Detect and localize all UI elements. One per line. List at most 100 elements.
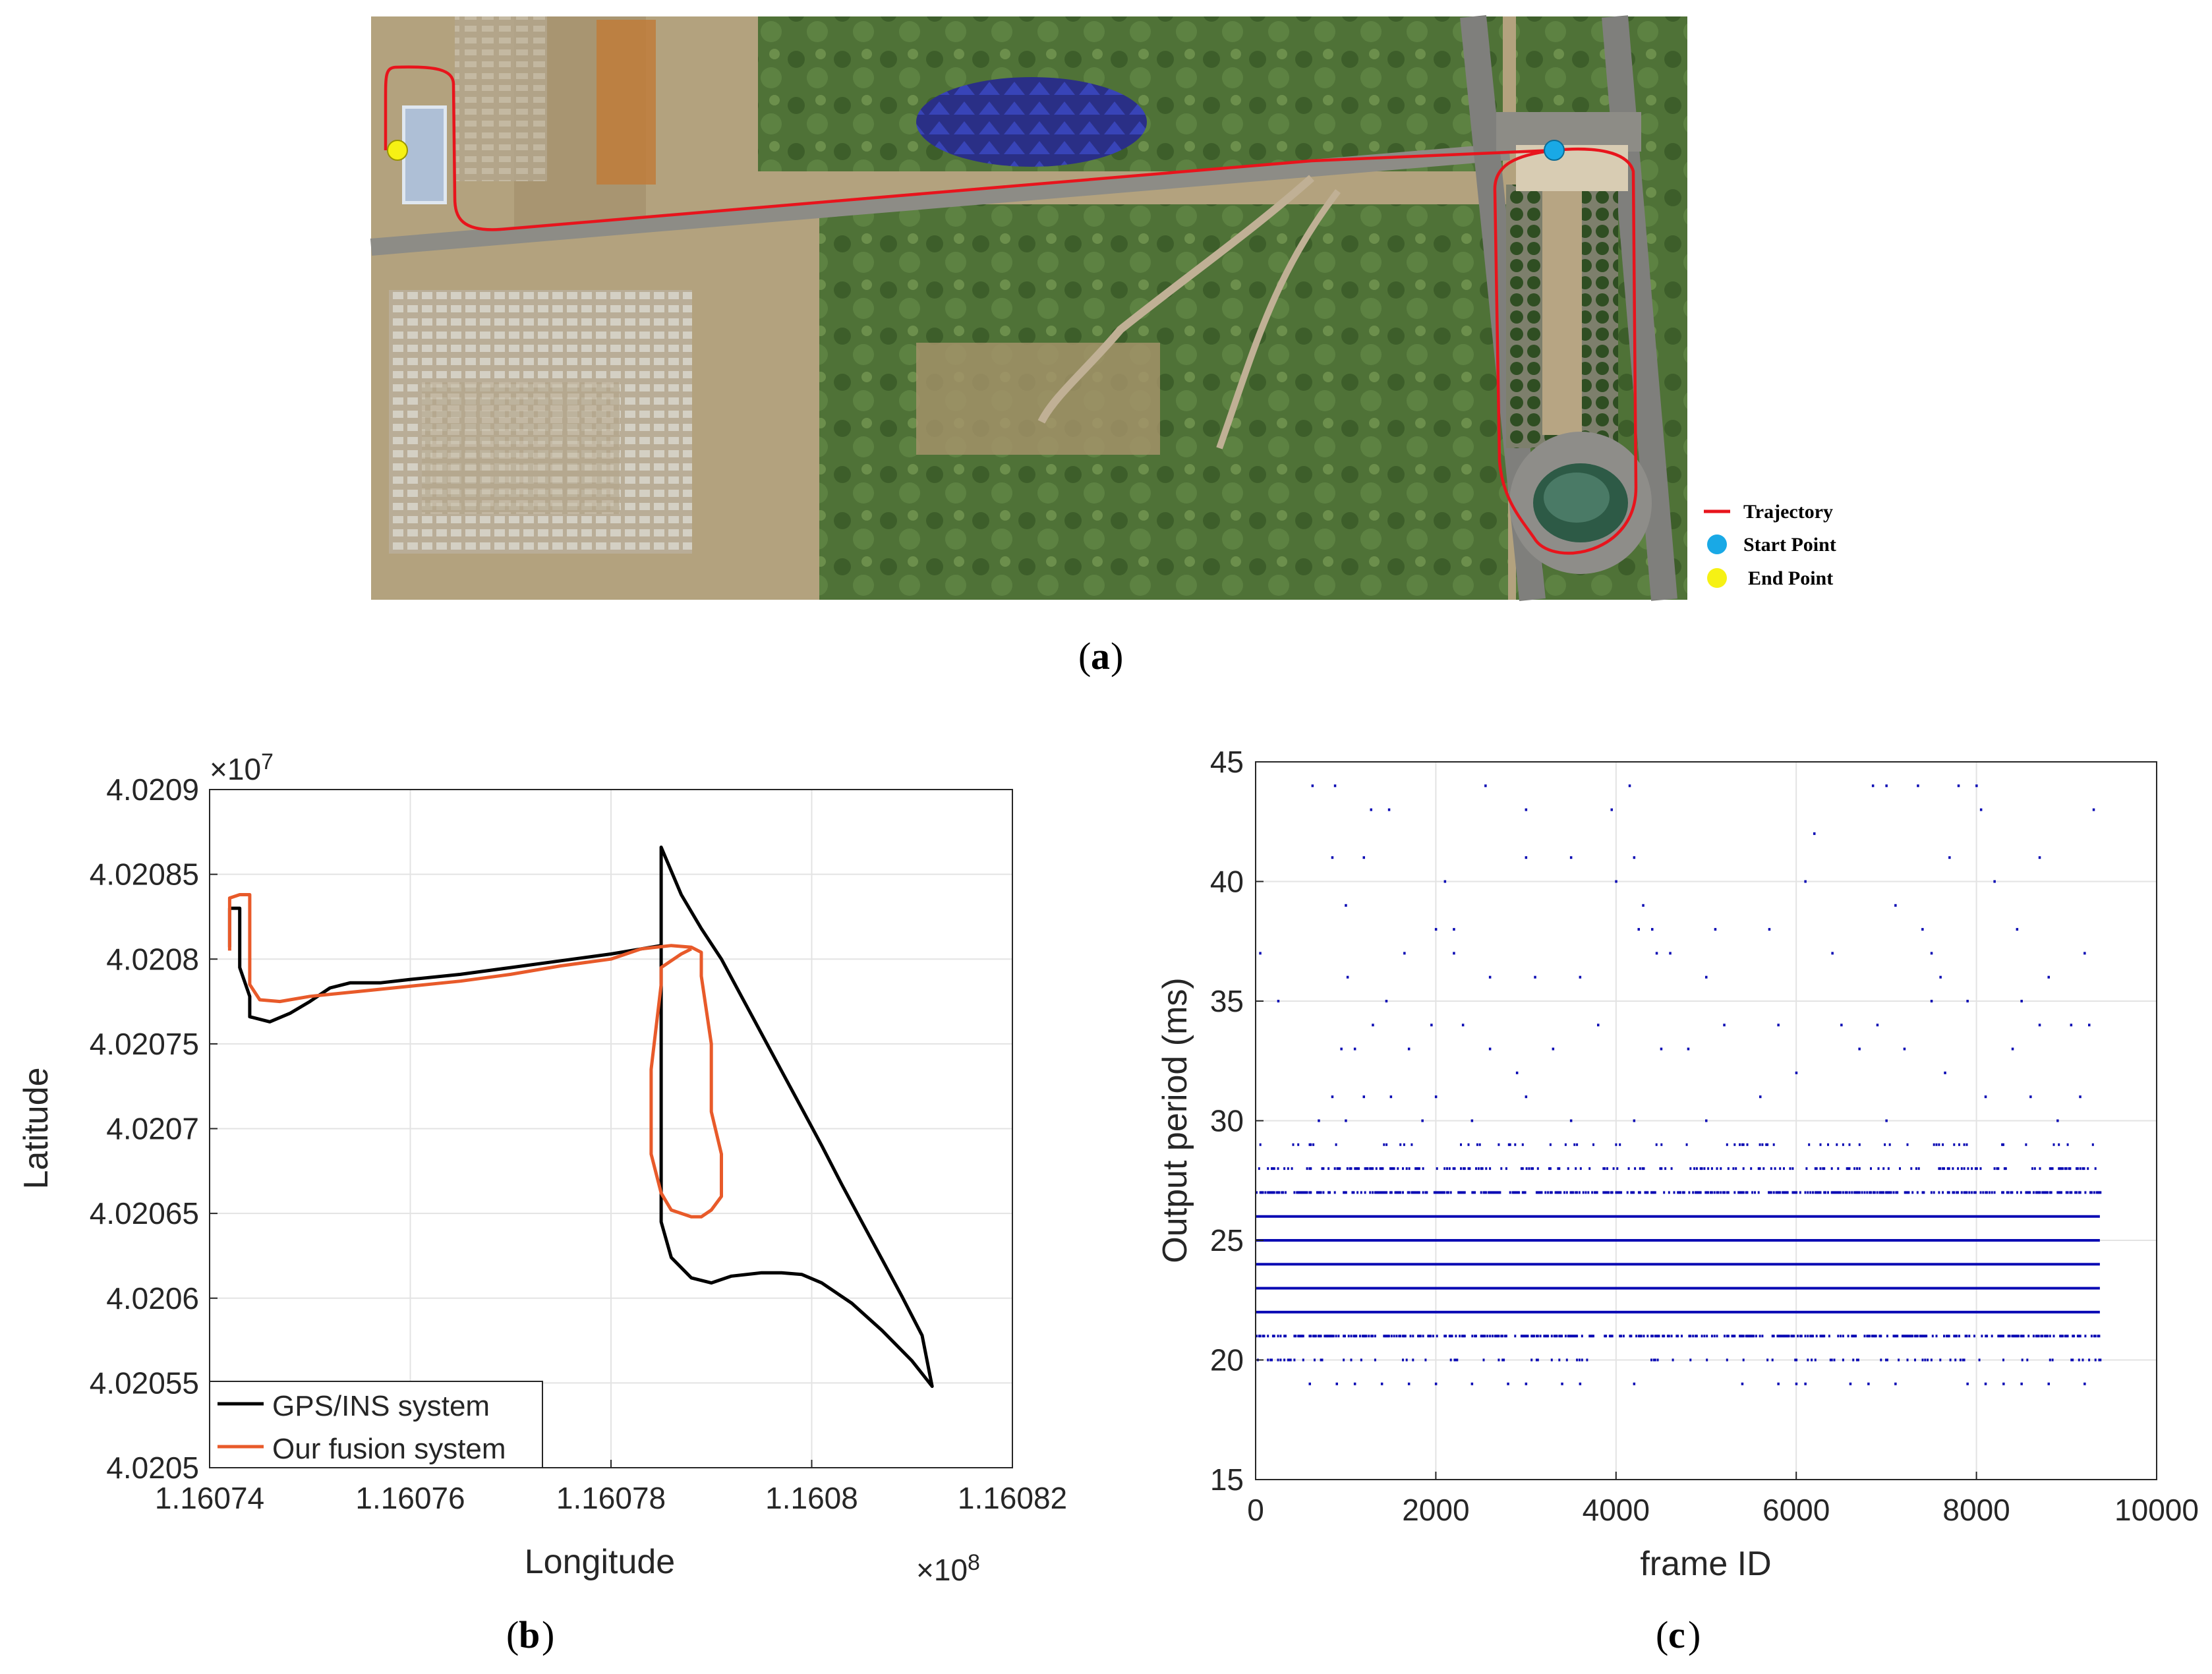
chart-c-point — [1779, 1167, 1782, 1170]
chart-c-point — [1540, 1191, 1543, 1194]
chart-c-point — [2076, 1167, 2078, 1170]
chart-c-point — [1772, 1335, 1775, 1338]
chart-c-point — [1360, 1191, 1362, 1194]
chart-c-point — [1362, 856, 1365, 859]
chart-c-point — [1501, 1358, 1504, 1362]
chart-c-point — [1935, 1143, 1938, 1146]
chart-c-point — [1930, 1191, 1933, 1194]
chart-c-point — [1340, 1047, 1343, 1051]
chart-c-point — [2041, 1335, 2044, 1338]
chart-c-point — [1777, 1382, 1780, 1385]
chart-c-point — [2068, 1167, 2070, 1170]
chart-c-point — [1851, 1191, 1853, 1194]
chart-c-point — [1692, 1191, 1695, 1194]
chart-c-point — [1527, 1335, 1529, 1338]
chart-c-point — [1443, 1191, 1446, 1194]
chart-c-point — [1695, 1167, 1698, 1170]
chart-c-point — [2093, 1191, 2095, 1194]
chart-c-point — [1778, 1191, 1780, 1194]
chart-c-point — [1569, 856, 1573, 859]
chart-c-point — [1811, 1335, 1813, 1338]
chart-c-point — [1880, 1191, 1882, 1194]
chart-c-point — [2083, 1167, 2085, 1170]
chart-c-point — [1262, 1335, 1264, 1338]
chart-c-point — [1811, 1358, 1813, 1362]
chart-c-point — [1651, 1191, 1654, 1194]
chart-c-point — [1814, 1191, 1817, 1194]
chart-c-point — [1412, 1335, 1414, 1338]
chart-c-point — [1273, 1167, 1275, 1170]
chart-c-point — [1407, 1382, 1411, 1385]
chart-c-point — [1724, 1335, 1726, 1338]
chart-c-point — [1830, 1191, 1833, 1194]
chart-c-point — [1550, 1335, 1553, 1338]
chart-c-point — [1795, 1191, 1798, 1194]
chart-c-point — [1610, 1335, 1612, 1338]
chart-c-point — [1368, 1335, 1370, 1338]
chart-c-point — [1921, 928, 1924, 931]
chart-c-point — [1750, 1167, 1753, 1170]
chart-c-point — [1968, 1191, 1971, 1194]
map-trajectory-line — [384, 65, 1638, 555]
chart-c-point — [1907, 1191, 1910, 1194]
chart-c-point — [1360, 1358, 1362, 1362]
chart-c-point — [1957, 1191, 1960, 1194]
chart-c-point — [1369, 1191, 1372, 1194]
chart-c-point — [1866, 1191, 1869, 1194]
chart-c-point — [1905, 1191, 1907, 1194]
chart-c-point — [1672, 1358, 1674, 1362]
chart-c-point — [1561, 1335, 1563, 1338]
chart-c-point — [1267, 1191, 1269, 1194]
chart-c-point — [1997, 1167, 2000, 1170]
chart-c-point — [1398, 1335, 1401, 1338]
chart-c-point — [1518, 1191, 1521, 1194]
chart-c-point — [1271, 1167, 1273, 1170]
chart-c-point — [2049, 1335, 2051, 1338]
chart-c-point — [2091, 1143, 2094, 1146]
chart-c-point — [1853, 1335, 1856, 1338]
chart-c-point — [2026, 1358, 2029, 1362]
chart-c-point — [1880, 1335, 1882, 1338]
chart-c-point — [1914, 1358, 1916, 1362]
chart-c-point — [1339, 1167, 1341, 1170]
chart-c-point — [1482, 1358, 1485, 1362]
svg-text:(: ( — [506, 1613, 519, 1656]
chart-c-point — [1855, 1191, 1857, 1194]
chart-c-point — [1414, 1191, 1417, 1194]
chart-c-point — [1457, 1191, 1460, 1194]
chart-c-point — [1287, 1358, 1289, 1362]
chart-c-point — [1308, 1191, 1311, 1194]
chart-c-point — [1550, 1191, 1553, 1194]
chart-c-point — [1404, 1335, 1407, 1338]
chart-c-point — [1586, 1358, 1588, 1362]
chart-c-point — [1953, 1335, 1956, 1338]
chart-c-point — [1523, 1335, 1525, 1338]
chart-c-ytick-label: 35 — [1210, 984, 1244, 1018]
chart-c-point — [1942, 1167, 1944, 1170]
chart-c-point — [1681, 1335, 1683, 1338]
chart-c-point — [1739, 1191, 1741, 1194]
chart-c-point — [1741, 1335, 1743, 1338]
chart-c-point — [1572, 1335, 1575, 1338]
chart-c-point — [1622, 1335, 1625, 1338]
chart-c-point — [1520, 1335, 1523, 1338]
chart-c-point — [1630, 1191, 1633, 1194]
chart-c-point — [1422, 1335, 1424, 1338]
chart-c-point — [1707, 1191, 1710, 1194]
chart-c-point — [1966, 1382, 1969, 1385]
chart-c-point — [1355, 1335, 1358, 1338]
chart-c-point — [1588, 1167, 1591, 1170]
chart-c-point — [1933, 1143, 1935, 1146]
chart-c-point — [2059, 1191, 2062, 1194]
chart-c-point — [1428, 1335, 1431, 1338]
chart-c-point — [1716, 1191, 1718, 1194]
chart-c-point — [1327, 1167, 1330, 1170]
chart-c-point — [1687, 1047, 1690, 1051]
chart-c-point — [2003, 1167, 2006, 1170]
chart-c-point — [1393, 1335, 1395, 1338]
chart-c-point — [1945, 1335, 1948, 1338]
chart-c-point — [1877, 1167, 1880, 1170]
chart-c-point — [1528, 1167, 1530, 1170]
chart-c-point — [1824, 1191, 1827, 1194]
chart-c-point — [1815, 1191, 1818, 1194]
